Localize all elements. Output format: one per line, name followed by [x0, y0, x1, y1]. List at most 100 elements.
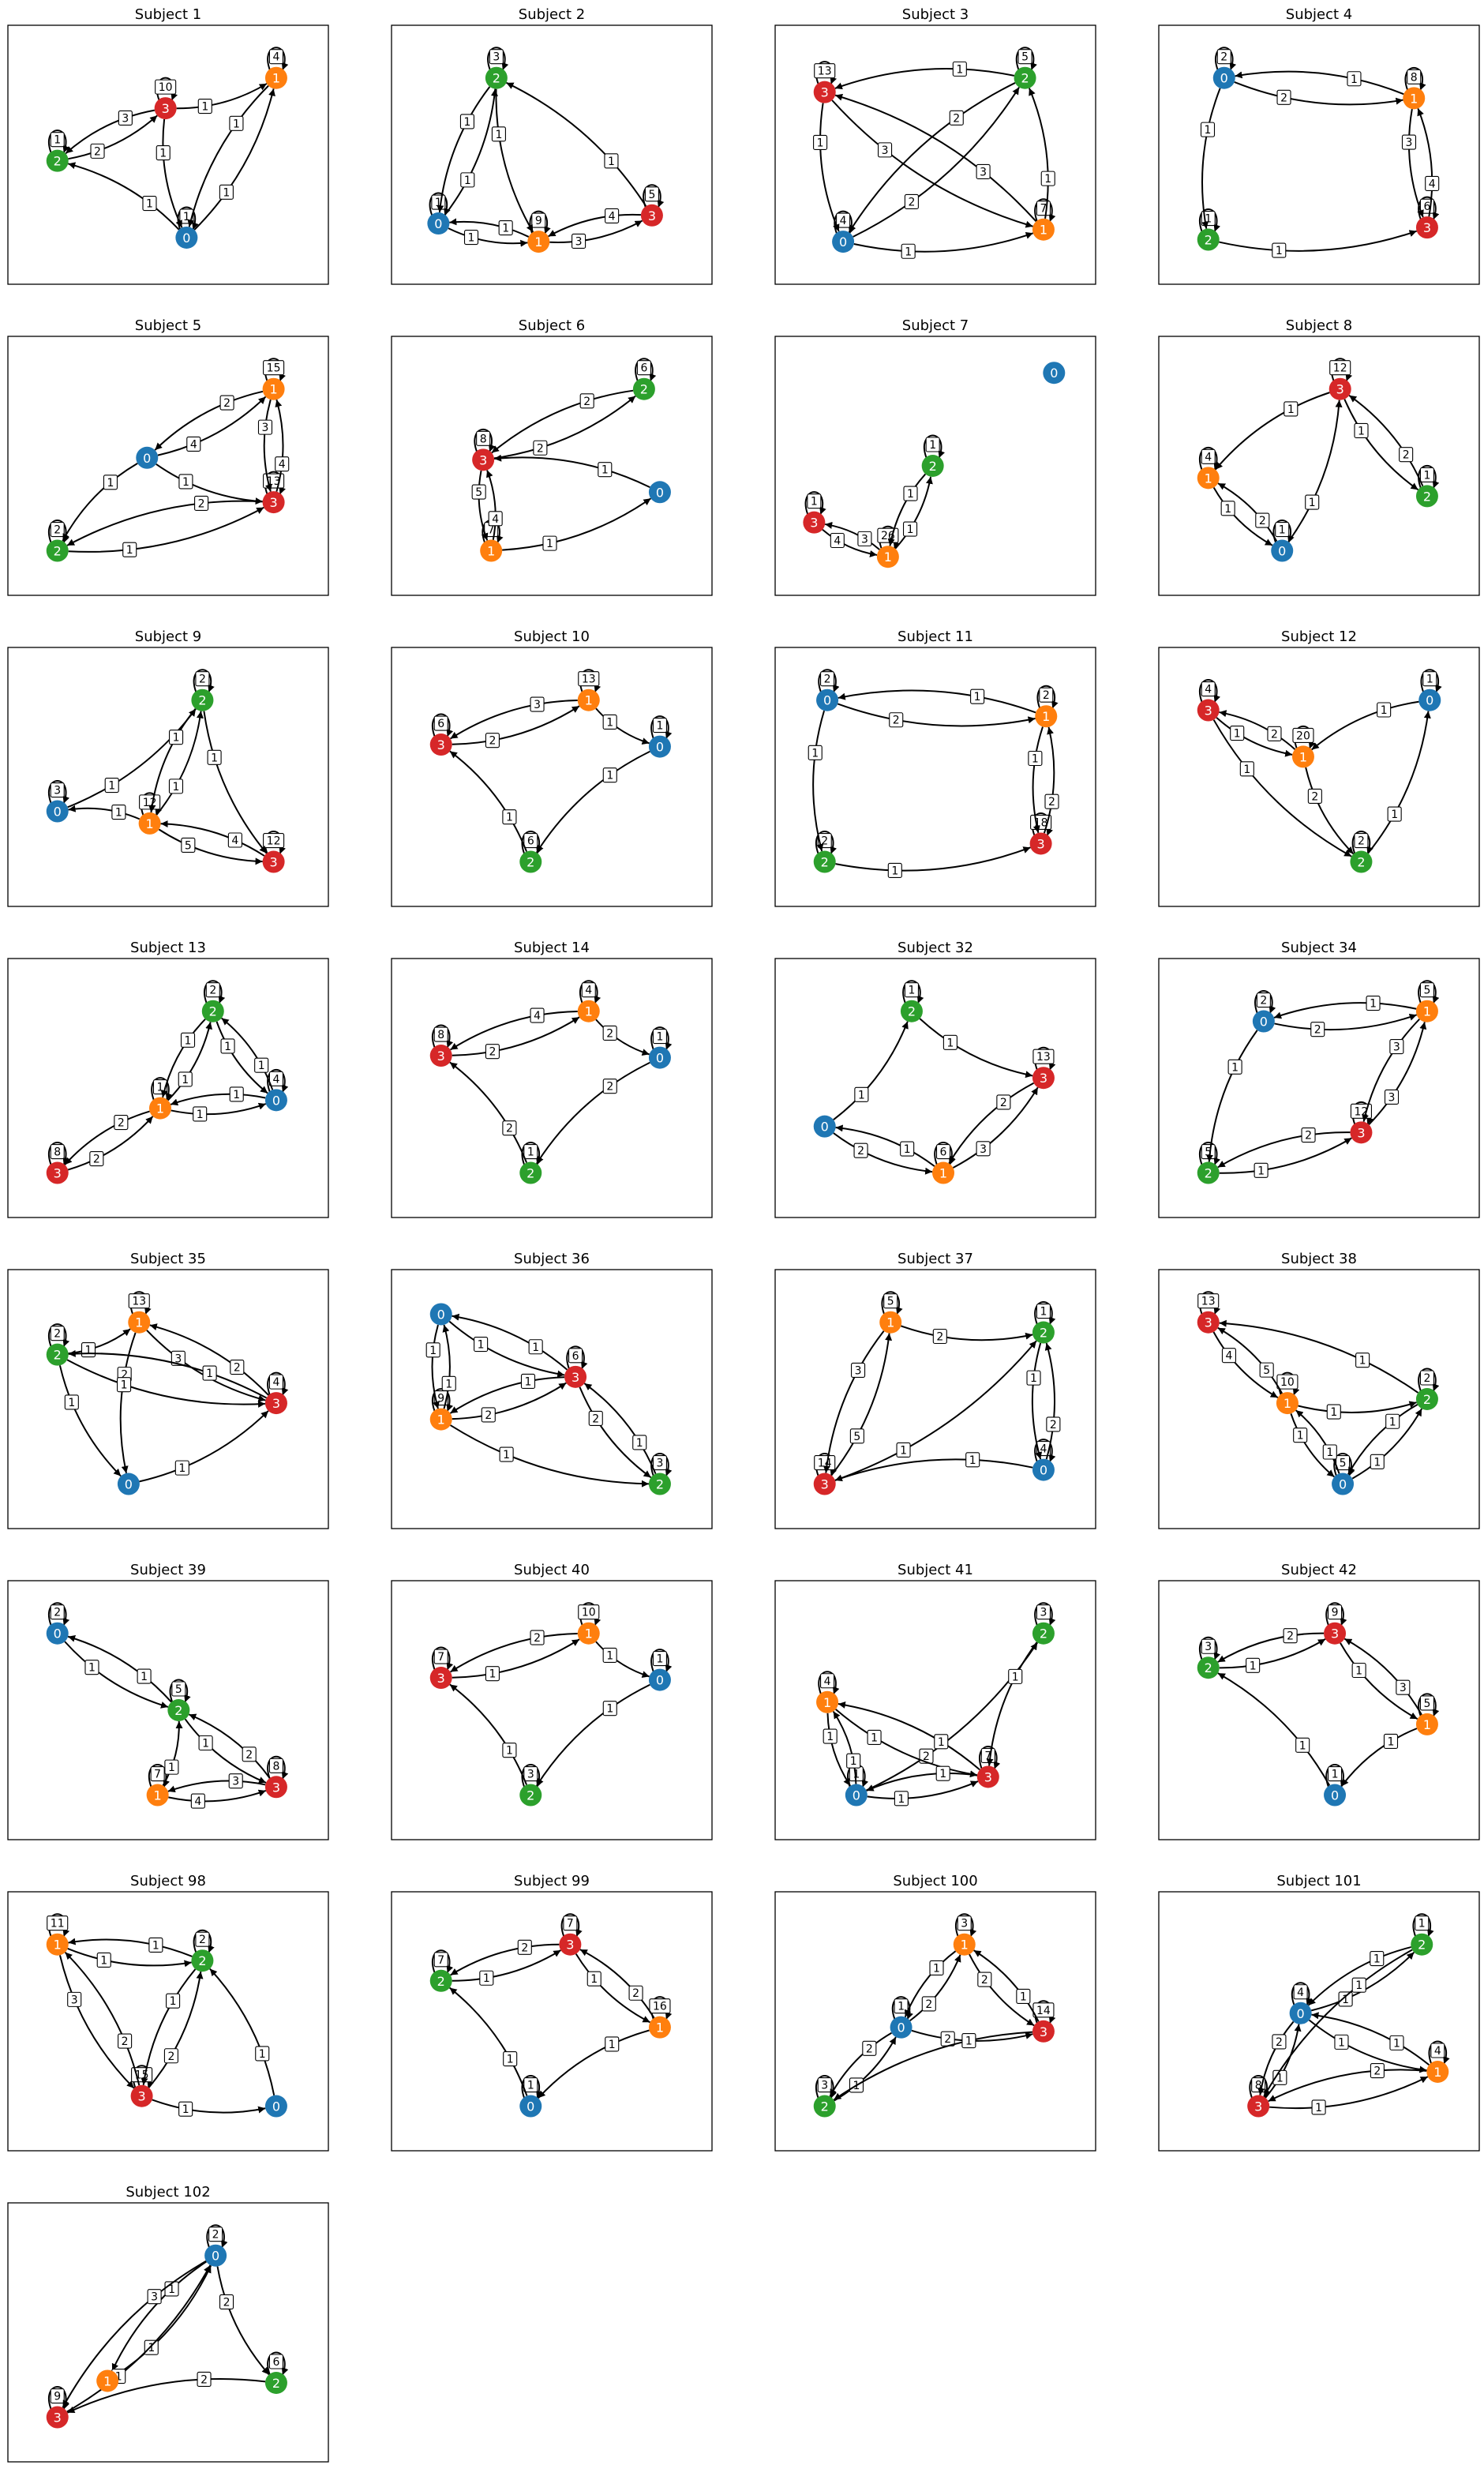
node-0: 0: [427, 212, 450, 235]
edge-weight-label-text: 1: [1373, 1456, 1381, 1469]
node-label: 2: [1418, 1938, 1426, 1953]
self-loop-edge: [650, 1026, 673, 1050]
edge-weight-label: 2: [219, 395, 234, 411]
edge-0-to-3: [156, 463, 263, 505]
edge-weight-label: 1: [1370, 1951, 1385, 1967]
node-circle: [921, 455, 944, 477]
edge-weight-label-text: 2: [94, 145, 101, 158]
node-label: 0: [1220, 71, 1228, 86]
edge-weight-label: 1: [193, 1106, 208, 1122]
node-circle: [1426, 2061, 1449, 2083]
edge-3-to-1: [275, 399, 284, 492]
self-loop-weight-label: 12: [139, 794, 161, 810]
edge-3-to-1: [167, 1780, 266, 1793]
node-0: 0: [264, 1089, 287, 1112]
panel-title: Subject 102: [126, 2184, 210, 2200]
self-loop-edge: [1351, 831, 1373, 854]
edge-0-to-2: [853, 87, 1020, 238]
edge-weight-label-text: 1: [206, 1368, 213, 1380]
edge-2-to-0: [1031, 1342, 1043, 1460]
self-loop-weight-label-text: 1: [157, 1082, 164, 1094]
edge-0-to-2: [216, 2266, 270, 2376]
edge-weight-label-text: 1: [1030, 1372, 1037, 1385]
node-circle: [845, 1784, 868, 1807]
node-2: 2: [429, 1969, 452, 1992]
edge-weight-label: 1: [1370, 1454, 1385, 1469]
edge-2-to-0: [437, 86, 491, 213]
edge-1-to-2: [1298, 1401, 1417, 1413]
edge-2-to-0: [215, 1021, 268, 1094]
self-loop-weight-label-text: 1: [656, 1653, 663, 1666]
edge-1-to-3: [450, 1010, 578, 1051]
edge-weight-label: 5: [849, 1428, 864, 1444]
self-loop-edge: [48, 129, 70, 154]
node-0: 0: [1271, 539, 1294, 562]
node-label: 3: [810, 516, 818, 531]
self-loop-weight-label: 3: [489, 49, 504, 65]
self-loop-weight-label: 1: [1275, 521, 1290, 538]
node-0: 0: [648, 1668, 671, 1691]
edge-weight-label: 1: [117, 1377, 132, 1393]
node-circle: [130, 2084, 153, 2107]
nodes: 0 1 2 3: [813, 66, 1055, 253]
edge-weight-label: 1: [1377, 702, 1392, 718]
self-loop-weight-label-text: 6: [527, 835, 534, 848]
node-circle: [154, 97, 177, 120]
self-loop-edge: [1034, 1301, 1056, 1325]
edges: 26 1 1 4 3 1 1: [804, 434, 945, 557]
edge-2-to-1: [148, 708, 197, 813]
node-circle: [201, 1000, 224, 1022]
node-circle: [527, 231, 550, 253]
self-loop-edge: [643, 184, 665, 208]
self-loop-edge: [1199, 1142, 1221, 1165]
self-loop-edge: [206, 2224, 228, 2249]
self-loop-edge: [1034, 1602, 1056, 1626]
edge-weight-label-text: 1: [121, 1379, 128, 1392]
edge-0-to-2: [1206, 1030, 1258, 1162]
edge-weight-label: 1: [602, 767, 617, 783]
subject-panel: Subject 100 1 3 3 14 2 1 2 1 2 1 2 10 1 2 3: [774, 1873, 1096, 2152]
node-label: 2: [527, 1166, 534, 1181]
node-label: 1: [1040, 223, 1047, 238]
node-label: 3: [1205, 1315, 1212, 1330]
edge-1-to-2: [894, 476, 933, 550]
self-loop-weight-label: 6: [268, 2354, 283, 2369]
edge-3-to-2: [148, 1971, 204, 2088]
edge-weight-label: 2: [1255, 512, 1270, 528]
edge-3-to-1: [1269, 2076, 1429, 2110]
node-label: 0: [1040, 1463, 1047, 1478]
edge-weight-label: 4: [488, 511, 503, 527]
node-label: 2: [1423, 489, 1431, 504]
self-loop-weight-label: 1: [523, 2077, 538, 2093]
edge-weight-label: 2: [1307, 788, 1322, 804]
node-circle: [1212, 66, 1235, 89]
edge-weight-label-text: 1: [429, 1345, 437, 1357]
edge-weight-label: 1: [502, 809, 517, 825]
self-loop-weight-label-text: 6: [1423, 201, 1430, 213]
edge-weight-label: 1: [122, 542, 137, 557]
node-circle: [262, 377, 285, 400]
self-loop-edge: [1418, 1693, 1440, 1717]
edge-1-to-2: [156, 711, 204, 816]
edge-weight-label-text: 2: [1259, 515, 1266, 527]
edge-3-to-2: [493, 395, 636, 460]
edge-weight-label-text: 4: [279, 459, 286, 471]
edge-weight-label-text: 2: [118, 1117, 125, 1130]
node-label: 1: [103, 2373, 111, 2388]
self-loop-weight-label: 14: [1032, 2002, 1055, 2018]
edge-1-to-3: [823, 1330, 885, 1473]
self-loop-edge: [955, 1913, 977, 1938]
edge-weight-label-text: 1: [933, 1962, 940, 1975]
self-loop-edge: [1034, 198, 1056, 223]
node-label: 3: [1423, 220, 1431, 235]
self-loop-edge: [1036, 685, 1059, 709]
node-circle: [813, 1473, 836, 1495]
node-0: 0: [264, 2095, 287, 2118]
self-loop-weight-label-text: 4: [272, 1376, 279, 1389]
panel-title: Subject 13: [130, 940, 206, 956]
edge-weight-label-text: 3: [575, 235, 583, 248]
node-label: 0: [54, 805, 62, 820]
edge-weight-label: 4: [530, 1007, 545, 1023]
self-loop-weight-label: 1: [652, 718, 667, 733]
